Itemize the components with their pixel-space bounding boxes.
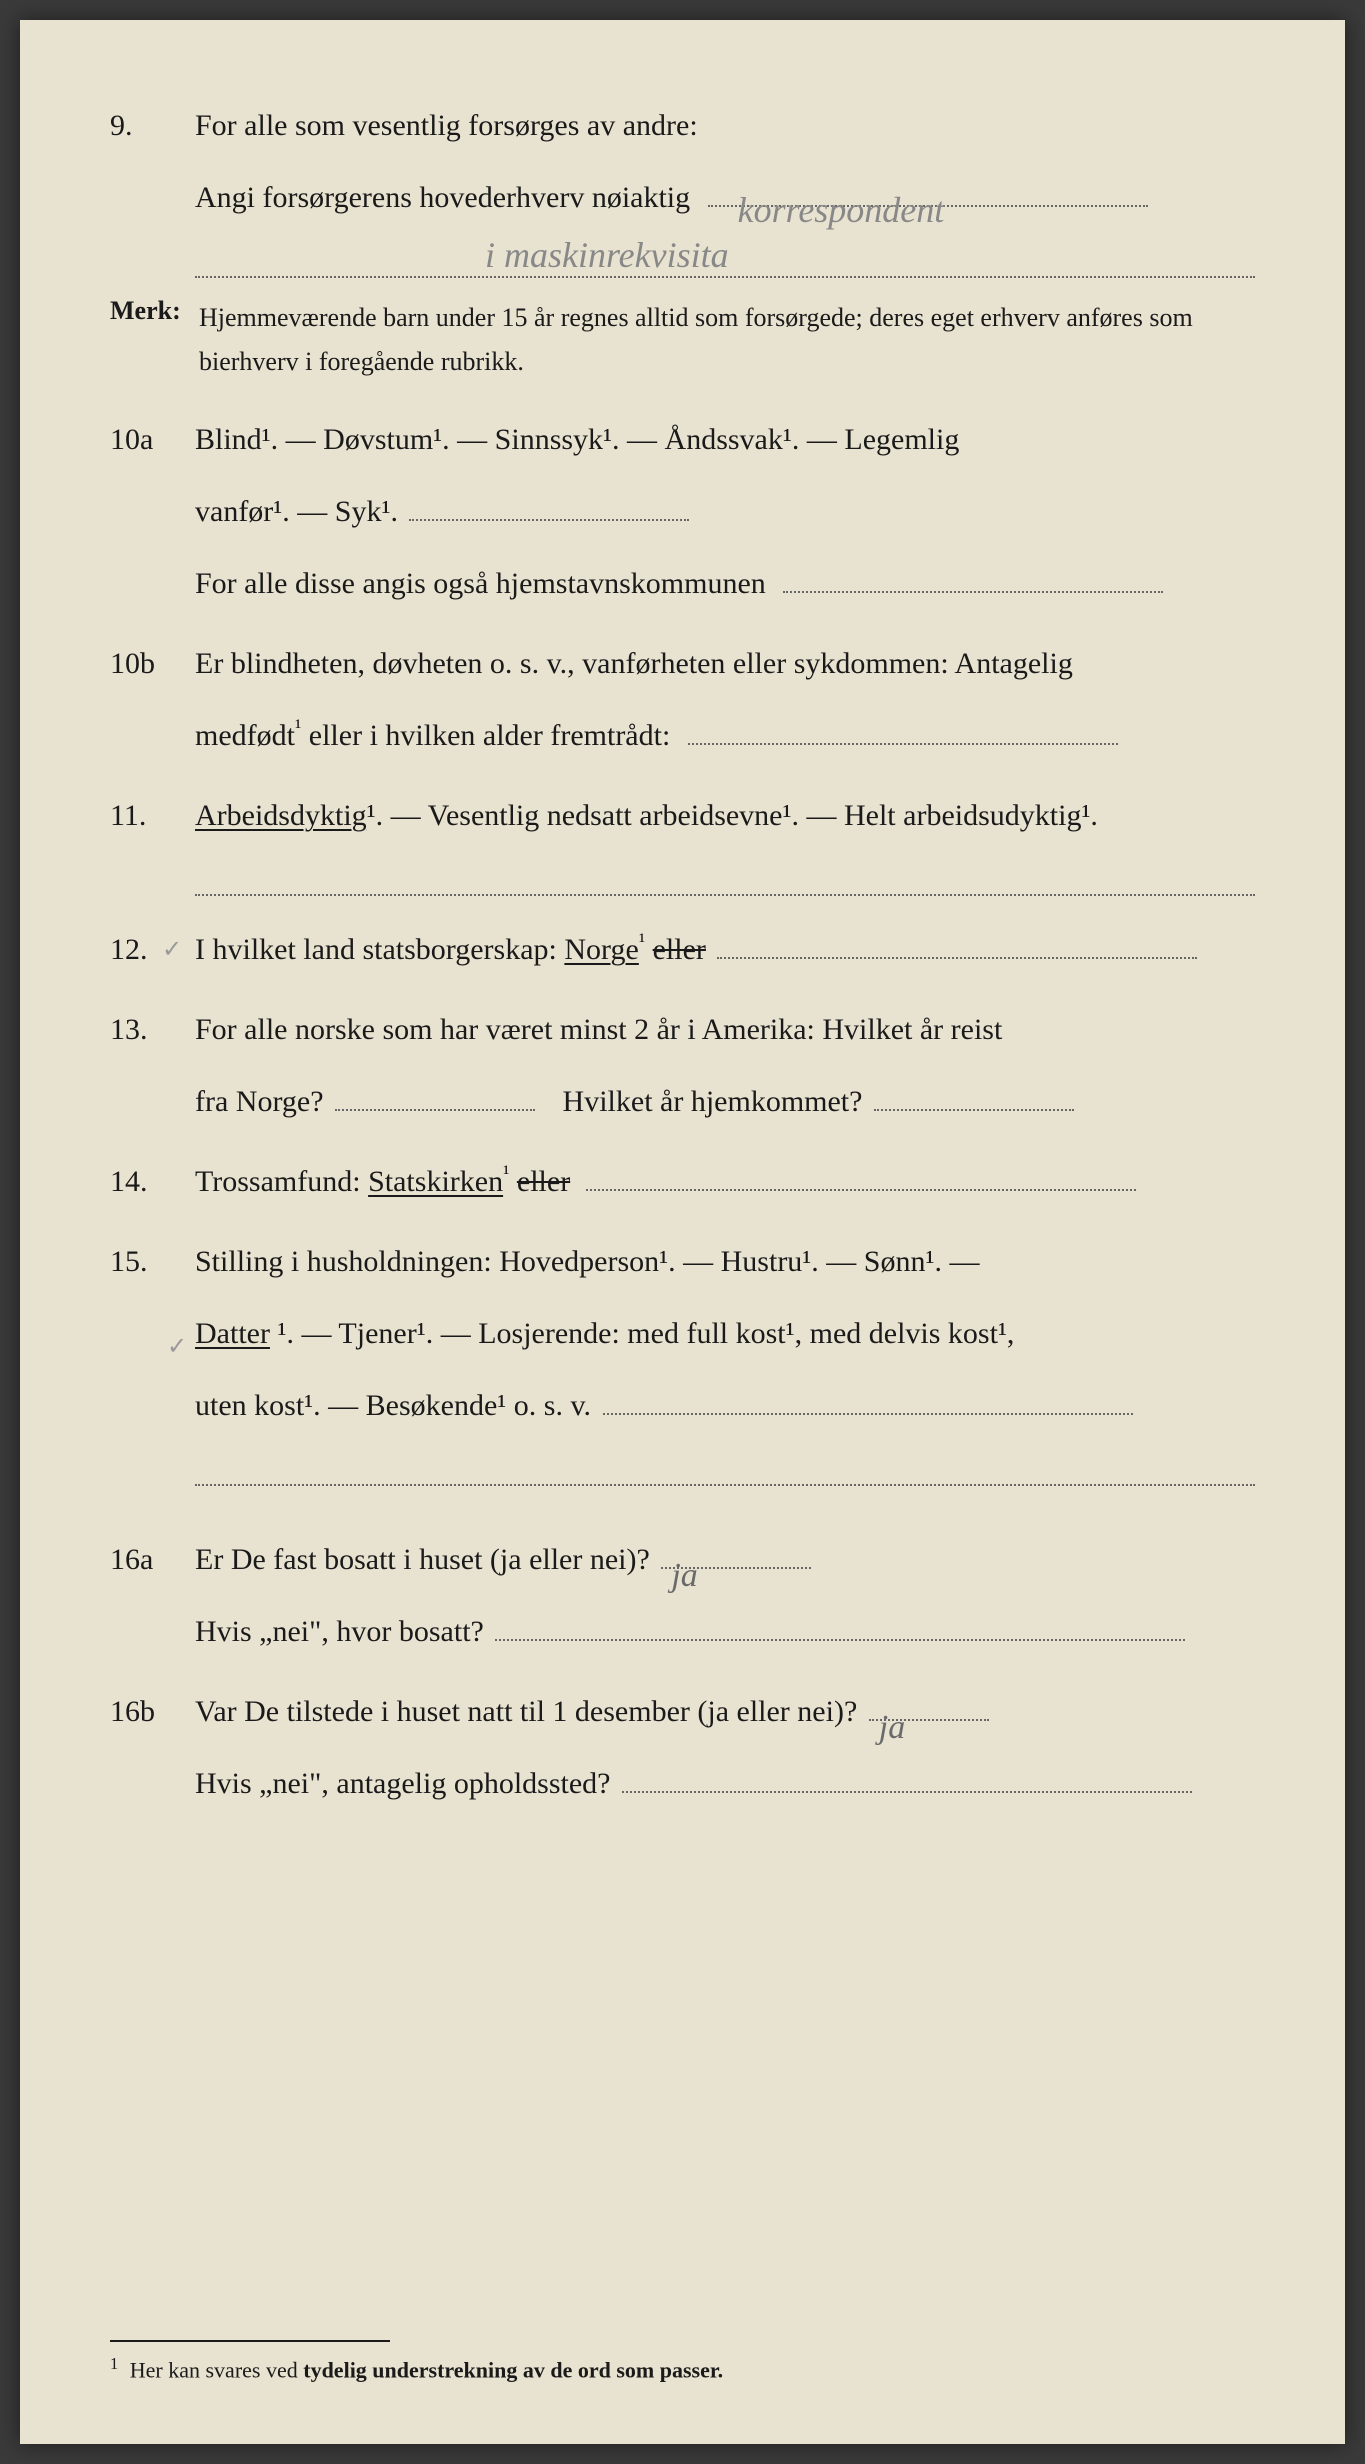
merk-block: Merk: Hjemmeværende barn under 15 år reg… <box>110 296 1255 384</box>
q9-line1: For alle som vesentlig forsørges av andr… <box>195 109 698 142</box>
q10b-number: 10b <box>110 628 195 700</box>
question-16a: 16a Er De fast bosatt i huset (ja eller … <box>110 1524 1255 1668</box>
q10a-text: Blind¹. — Døvstum¹. — Sinnssyk¹. — Åndss… <box>195 404 1255 620</box>
q11-blank-line <box>195 860 1255 896</box>
merk-label: Merk: <box>110 296 195 326</box>
question-14: 14. Trossamfund: Statskirken¹ eller <box>110 1146 1255 1218</box>
q10b-blank <box>688 721 1118 745</box>
question-16b: 16b Var De tilstede i huset natt til 1 d… <box>110 1676 1255 1820</box>
q16a-answer: ja <box>671 1535 697 1617</box>
q10b-text: Er blindheten, døvheten o. s. v., vanfør… <box>195 628 1255 772</box>
q10b-line2-pre: medfødt <box>195 719 295 752</box>
q13-text: For alle norske som har været minst 2 år… <box>195 994 1255 1138</box>
q15-line1: Stilling i husholdningen: Hovedperson¹. … <box>195 1245 979 1278</box>
question-10a: 10a Blind¹. — Døvstum¹. — Sinnssyk¹. — Å… <box>110 404 1255 620</box>
q9-line2: Angi forsørgerens hovederhverv nøiaktig <box>195 181 690 214</box>
q11-rest: ¹. — Vesentlig nedsatt arbeidsevne¹. — H… <box>367 799 1098 832</box>
q14-text: Trossamfund: Statskirken¹ eller <box>195 1146 1255 1218</box>
q16a-number: 16a <box>110 1524 195 1596</box>
q16b-blank2 <box>622 1769 1192 1793</box>
question-15: 15. Stilling i husholdningen: Hovedperso… <box>110 1226 1255 1442</box>
footnote-bold: tydelig understrekning av de ord som pas… <box>303 2358 723 2383</box>
q15-text: Stilling i husholdningen: Hovedperson¹. … <box>195 1226 1255 1442</box>
q16a-blank2 <box>495 1617 1185 1641</box>
q9-handwritten1: korrespondent <box>738 167 945 253</box>
q13-blank1 <box>335 1087 535 1111</box>
q10a-line3: For alle disse angis også hjemstavnskomm… <box>195 567 766 600</box>
q9-blank1: korrespondent <box>708 183 1148 207</box>
q10a-line2: vanfør¹. — Syk¹. <box>195 495 398 528</box>
q12-pre: I hvilket land statsborgerskap: <box>195 933 564 966</box>
document-page: 9. For alle som vesentlig forsørges av a… <box>20 20 1345 2444</box>
q16b-line2: Hvis „nei", antagelig opholdssted? <box>195 1767 611 1800</box>
merk-text: Hjemmeværende barn under 15 år regnes al… <box>199 296 1254 384</box>
q16a-line1: Er De fast bosatt i huset (ja eller nei)… <box>195 1543 650 1576</box>
q12-checkmark: ✓ <box>162 922 182 980</box>
question-9: 9. For alle som vesentlig forsørges av a… <box>110 90 1255 234</box>
q10a-blank2 <box>783 569 1163 593</box>
q16b-line1: Var De tilstede i huset natt til 1 desem… <box>195 1695 857 1728</box>
q16b-answer: ja <box>879 1687 905 1769</box>
q13-blank2 <box>874 1087 1074 1111</box>
question-11: 11. Arbeidsdyktig¹. — Vesentlig nedsatt … <box>110 780 1255 852</box>
q14-statskirken: Statskirken <box>368 1165 503 1198</box>
q9-text: For alle som vesentlig forsørges av andr… <box>195 90 1255 234</box>
q16a-blank1: ja <box>661 1545 811 1569</box>
footnote-sup: 1 <box>110 2354 118 2373</box>
q14-pre: Trossamfund: <box>195 1165 368 1198</box>
q14-eller: eller <box>517 1165 570 1198</box>
q15-datter: Datter <box>195 1317 270 1350</box>
q13-line2a: fra Norge? <box>195 1085 324 1118</box>
q15-line2-rest: ¹. — Tjener¹. — Losjerende: med full kos… <box>277 1317 1014 1350</box>
q10a-number: 10a <box>110 404 195 476</box>
q11-number: 11. <box>110 780 195 852</box>
q15-blank <box>603 1391 1133 1415</box>
q12-eller: eller <box>653 933 706 966</box>
q9-number: 9. <box>110 90 195 162</box>
q13-line1: For alle norske som har været minst 2 år… <box>195 1013 1002 1046</box>
q12-norge: Norge <box>564 933 638 966</box>
footnote: 1 Her kan svares ved tydelig understrekn… <box>110 2354 1255 2383</box>
q11-opt1: Arbeidsdyktig <box>195 799 367 832</box>
q16a-line2: Hvis „nei", hvor bosatt? <box>195 1615 484 1648</box>
q11-text: Arbeidsdyktig¹. — Vesentlig nedsatt arbe… <box>195 780 1255 852</box>
q13-number: 13. <box>110 994 195 1066</box>
q14-blank <box>586 1167 1136 1191</box>
q12-blank <box>717 935 1197 959</box>
q15-number: 15. <box>110 1226 195 1298</box>
q12-text: I hvilket land statsborgerskap: Norge¹ e… <box>195 914 1255 986</box>
q12-sup: ¹ <box>639 929 645 953</box>
q9-blank2-line: i maskinrekvisita <box>195 242 1255 278</box>
q14-sup: ¹ <box>503 1161 509 1185</box>
q16b-text: Var De tilstede i huset natt til 1 desem… <box>195 1676 1255 1820</box>
q15-line3: uten kost¹. — Besøkende¹ o. s. v. <box>195 1389 591 1422</box>
footnote-pre: Her kan svares ved <box>130 2358 304 2383</box>
q14-number: 14. <box>110 1146 195 1218</box>
q16b-blank1: ja <box>869 1697 989 1721</box>
question-13: 13. For alle norske som har været minst … <box>110 994 1255 1138</box>
q16a-text: Er De fast bosatt i huset (ja eller nei)… <box>195 1524 1255 1668</box>
q10b-line2-post: eller i hvilken alder fremtrådt: <box>301 719 670 752</box>
q9-handwritten2: i maskinrekvisita <box>485 234 729 276</box>
q10a-options: Blind¹. — Døvstum¹. — Sinnssyk¹. — Åndss… <box>195 423 959 456</box>
q15-blank-line <box>195 1450 1255 1486</box>
footnote-rule <box>110 2340 390 2342</box>
question-12: ✓ 12. I hvilket land statsborgerskap: No… <box>110 914 1255 986</box>
question-10b: 10b Er blindheten, døvheten o. s. v., va… <box>110 628 1255 772</box>
q16b-number: 16b <box>110 1676 195 1748</box>
q13-line2b: Hvilket år hjemkommet? <box>563 1085 863 1118</box>
q10b-line1: Er blindheten, døvheten o. s. v., vanfør… <box>195 647 1073 680</box>
q10a-blank1 <box>409 497 689 521</box>
q12-number: 12. <box>110 914 195 986</box>
q15-checkmark: ✓ <box>167 1319 187 1377</box>
